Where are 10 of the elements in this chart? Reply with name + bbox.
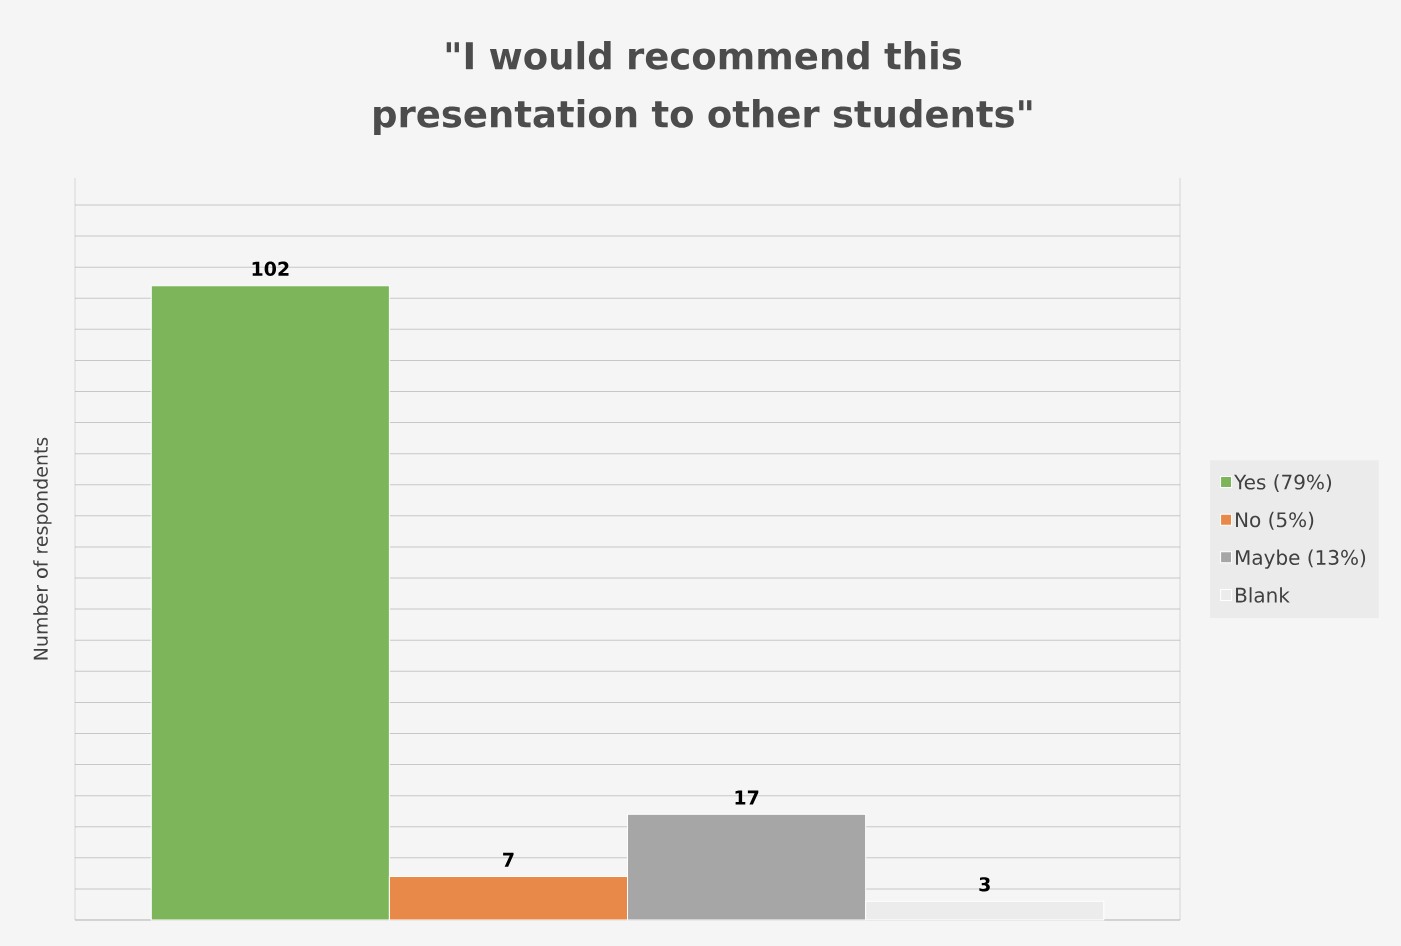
data-label: 102	[252, 261, 289, 276]
legend-label: Yes (79%)	[1234, 474, 1332, 492]
chart-title: "I would recommend this presentation to other students"	[374, 41, 1032, 135]
legend-label: Maybe (13%)	[1236, 549, 1366, 569]
legend-label: Blank	[1236, 587, 1290, 603]
legend-label: No (5%)	[1236, 511, 1314, 530]
data-label: 17	[735, 790, 759, 805]
data-label: 7	[503, 852, 514, 867]
data-label: 3	[979, 877, 990, 892]
y-axis-title: Number of respondents	[33, 437, 52, 660]
